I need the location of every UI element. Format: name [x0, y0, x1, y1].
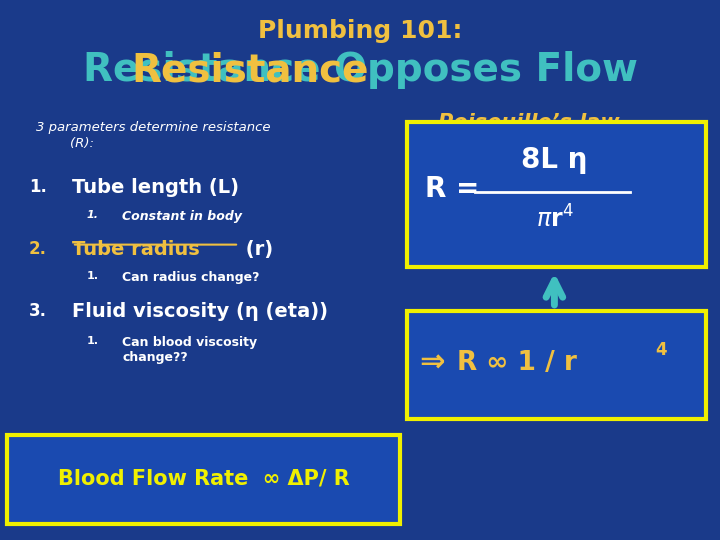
Text: 3 parameters determine resistance
        (R):: 3 parameters determine resistance (R): [36, 122, 271, 150]
Text: 3.: 3. [29, 302, 47, 320]
Text: 1.: 1. [86, 271, 99, 281]
Text: 1.: 1. [86, 336, 99, 346]
Text: Tube radius: Tube radius [72, 240, 199, 259]
Text: Can radius change?: Can radius change? [122, 271, 260, 284]
Text: 4: 4 [655, 341, 667, 359]
Text: Plumbing 101:: Plumbing 101: [258, 19, 462, 43]
Bar [7, 435, 400, 524]
Text: ⇒: ⇒ [419, 348, 444, 377]
Text: R ∞ 1 / r: R ∞ 1 / r [457, 350, 577, 376]
Text: Blood Flow Rate  ∞ ΔP/ R: Blood Flow Rate ∞ ΔP/ R [58, 469, 350, 489]
Text: 1.: 1. [29, 178, 47, 196]
Text: Can blood viscosity
change??: Can blood viscosity change?? [122, 336, 258, 364]
Bar [407, 122, 706, 267]
Text: Resistance: Resistance [131, 51, 369, 89]
Text: $\pi$r$^4$: $\pi$r$^4$ [536, 205, 573, 232]
Text: Poiseuille’s law: Poiseuille’s law [438, 113, 620, 133]
Text: 1.: 1. [86, 210, 99, 220]
Text: R =: R = [425, 175, 489, 203]
Text: Fluid viscosity (η (eta)): Fluid viscosity (η (eta)) [72, 302, 328, 321]
Text: Constant in body: Constant in body [122, 210, 243, 222]
Text: Tube length (L): Tube length (L) [72, 178, 239, 197]
Bar [407, 310, 706, 419]
Text: 2.: 2. [29, 240, 47, 258]
Text: Resistance Opposes Flow: Resistance Opposes Flow [83, 51, 637, 89]
Text: 8L η: 8L η [521, 146, 588, 174]
Text: (r): (r) [239, 240, 273, 259]
